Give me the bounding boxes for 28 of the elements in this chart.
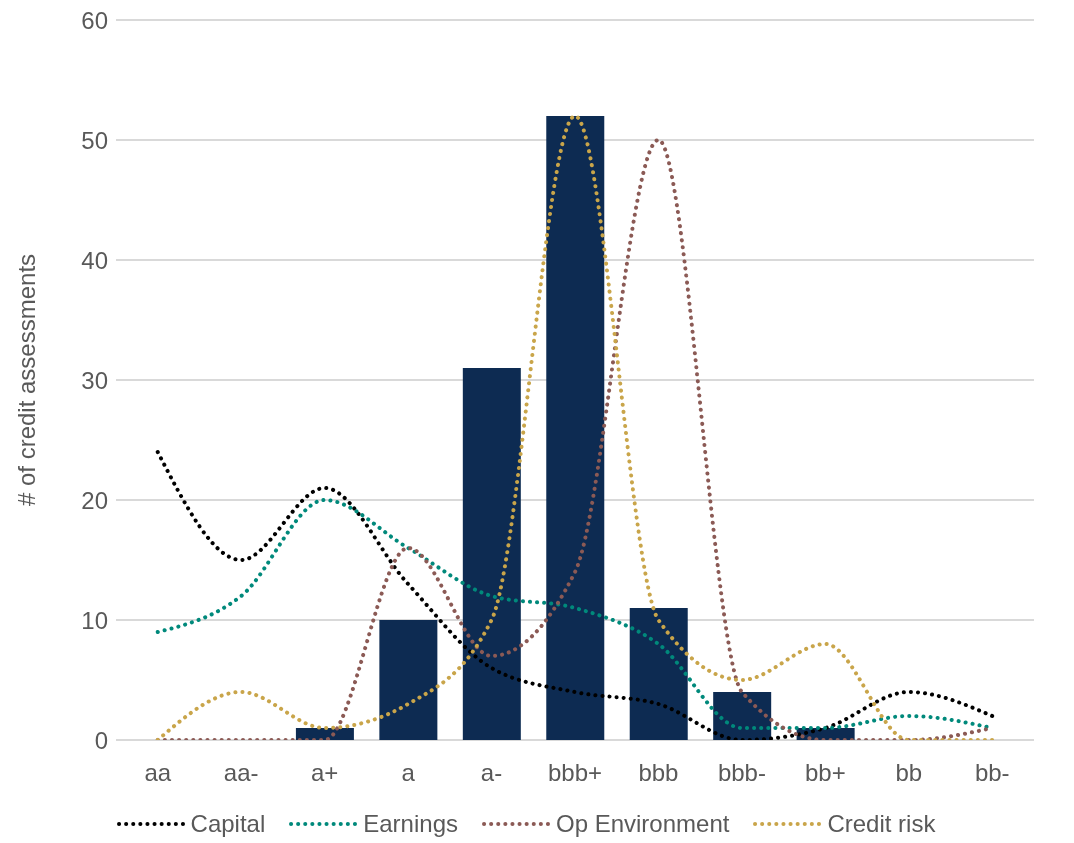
x-tick-label: bb- xyxy=(974,759,1010,787)
bar xyxy=(379,620,438,740)
x-tick-label: aa xyxy=(144,759,172,787)
x-tick-label: bbb xyxy=(638,759,679,787)
y-tick-label: 40 xyxy=(81,246,108,274)
y-tick-label: 0 xyxy=(94,726,108,754)
y-tick-label: 30 xyxy=(81,366,108,394)
y-axis-title: # of credit assessments xyxy=(12,253,40,507)
x-tick-label: bbb+ xyxy=(547,759,603,787)
x-tick-label: a+ xyxy=(310,759,339,787)
x-tick-label: bb+ xyxy=(805,759,846,787)
line-series xyxy=(155,450,995,740)
bar xyxy=(629,608,688,740)
x-tick-label: bb xyxy=(895,759,923,787)
legend-label: Capital xyxy=(189,810,266,838)
x-tick-label: a- xyxy=(480,759,503,787)
y-tick-label: 50 xyxy=(81,126,108,154)
y-tick-label: 20 xyxy=(81,486,108,514)
x-tick-label: aa- xyxy=(223,759,259,787)
y-tick-label: 60 xyxy=(81,6,108,34)
legend-label: Credit risk xyxy=(826,810,936,838)
legend-label: Earnings xyxy=(362,810,458,838)
bar xyxy=(462,368,521,740)
y-tick-label: 10 xyxy=(81,606,108,634)
x-tick-label: bbb- xyxy=(717,759,766,787)
bar xyxy=(546,116,605,740)
x-tick-label: a xyxy=(401,759,416,787)
legend-label: Op Environment xyxy=(555,810,730,838)
